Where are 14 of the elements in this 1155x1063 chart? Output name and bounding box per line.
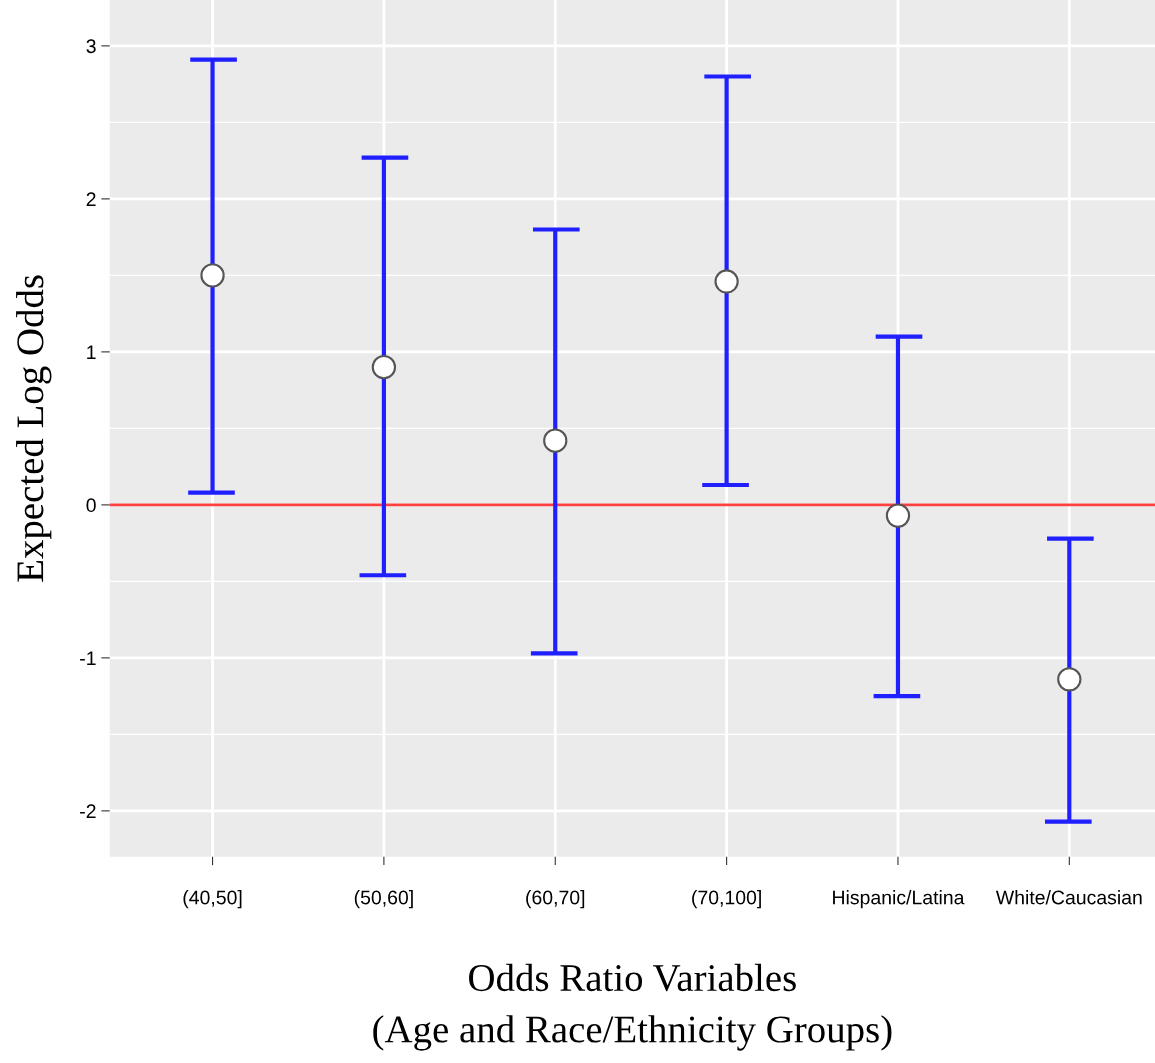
x-axis-title: Odds Ratio Variables (Age and Race/Ethnicity Groups) (373, 963, 892, 1051)
y-tick-label: 0 (86, 498, 96, 513)
y-tick-label: -1 (80, 651, 96, 665)
y-tick-label: 3 (86, 39, 96, 54)
y-tick-label: 1 (87, 345, 96, 359)
x-tick-label: (70,100] (692, 890, 761, 909)
x-tick-label: Hispanic/Latina (833, 890, 965, 909)
y-tick-label: -2 (80, 804, 96, 818)
x-tick-label: White/Caucasian (995, 890, 1142, 905)
x-tick-label: (60,70] (526, 890, 585, 909)
y-axis-title: Expected Log Odds (16, 275, 52, 582)
y-tick-label: 2 (86, 192, 96, 206)
x-tick-label: (40,50] (183, 890, 242, 909)
x-tick-label: (50,60] (354, 890, 413, 909)
